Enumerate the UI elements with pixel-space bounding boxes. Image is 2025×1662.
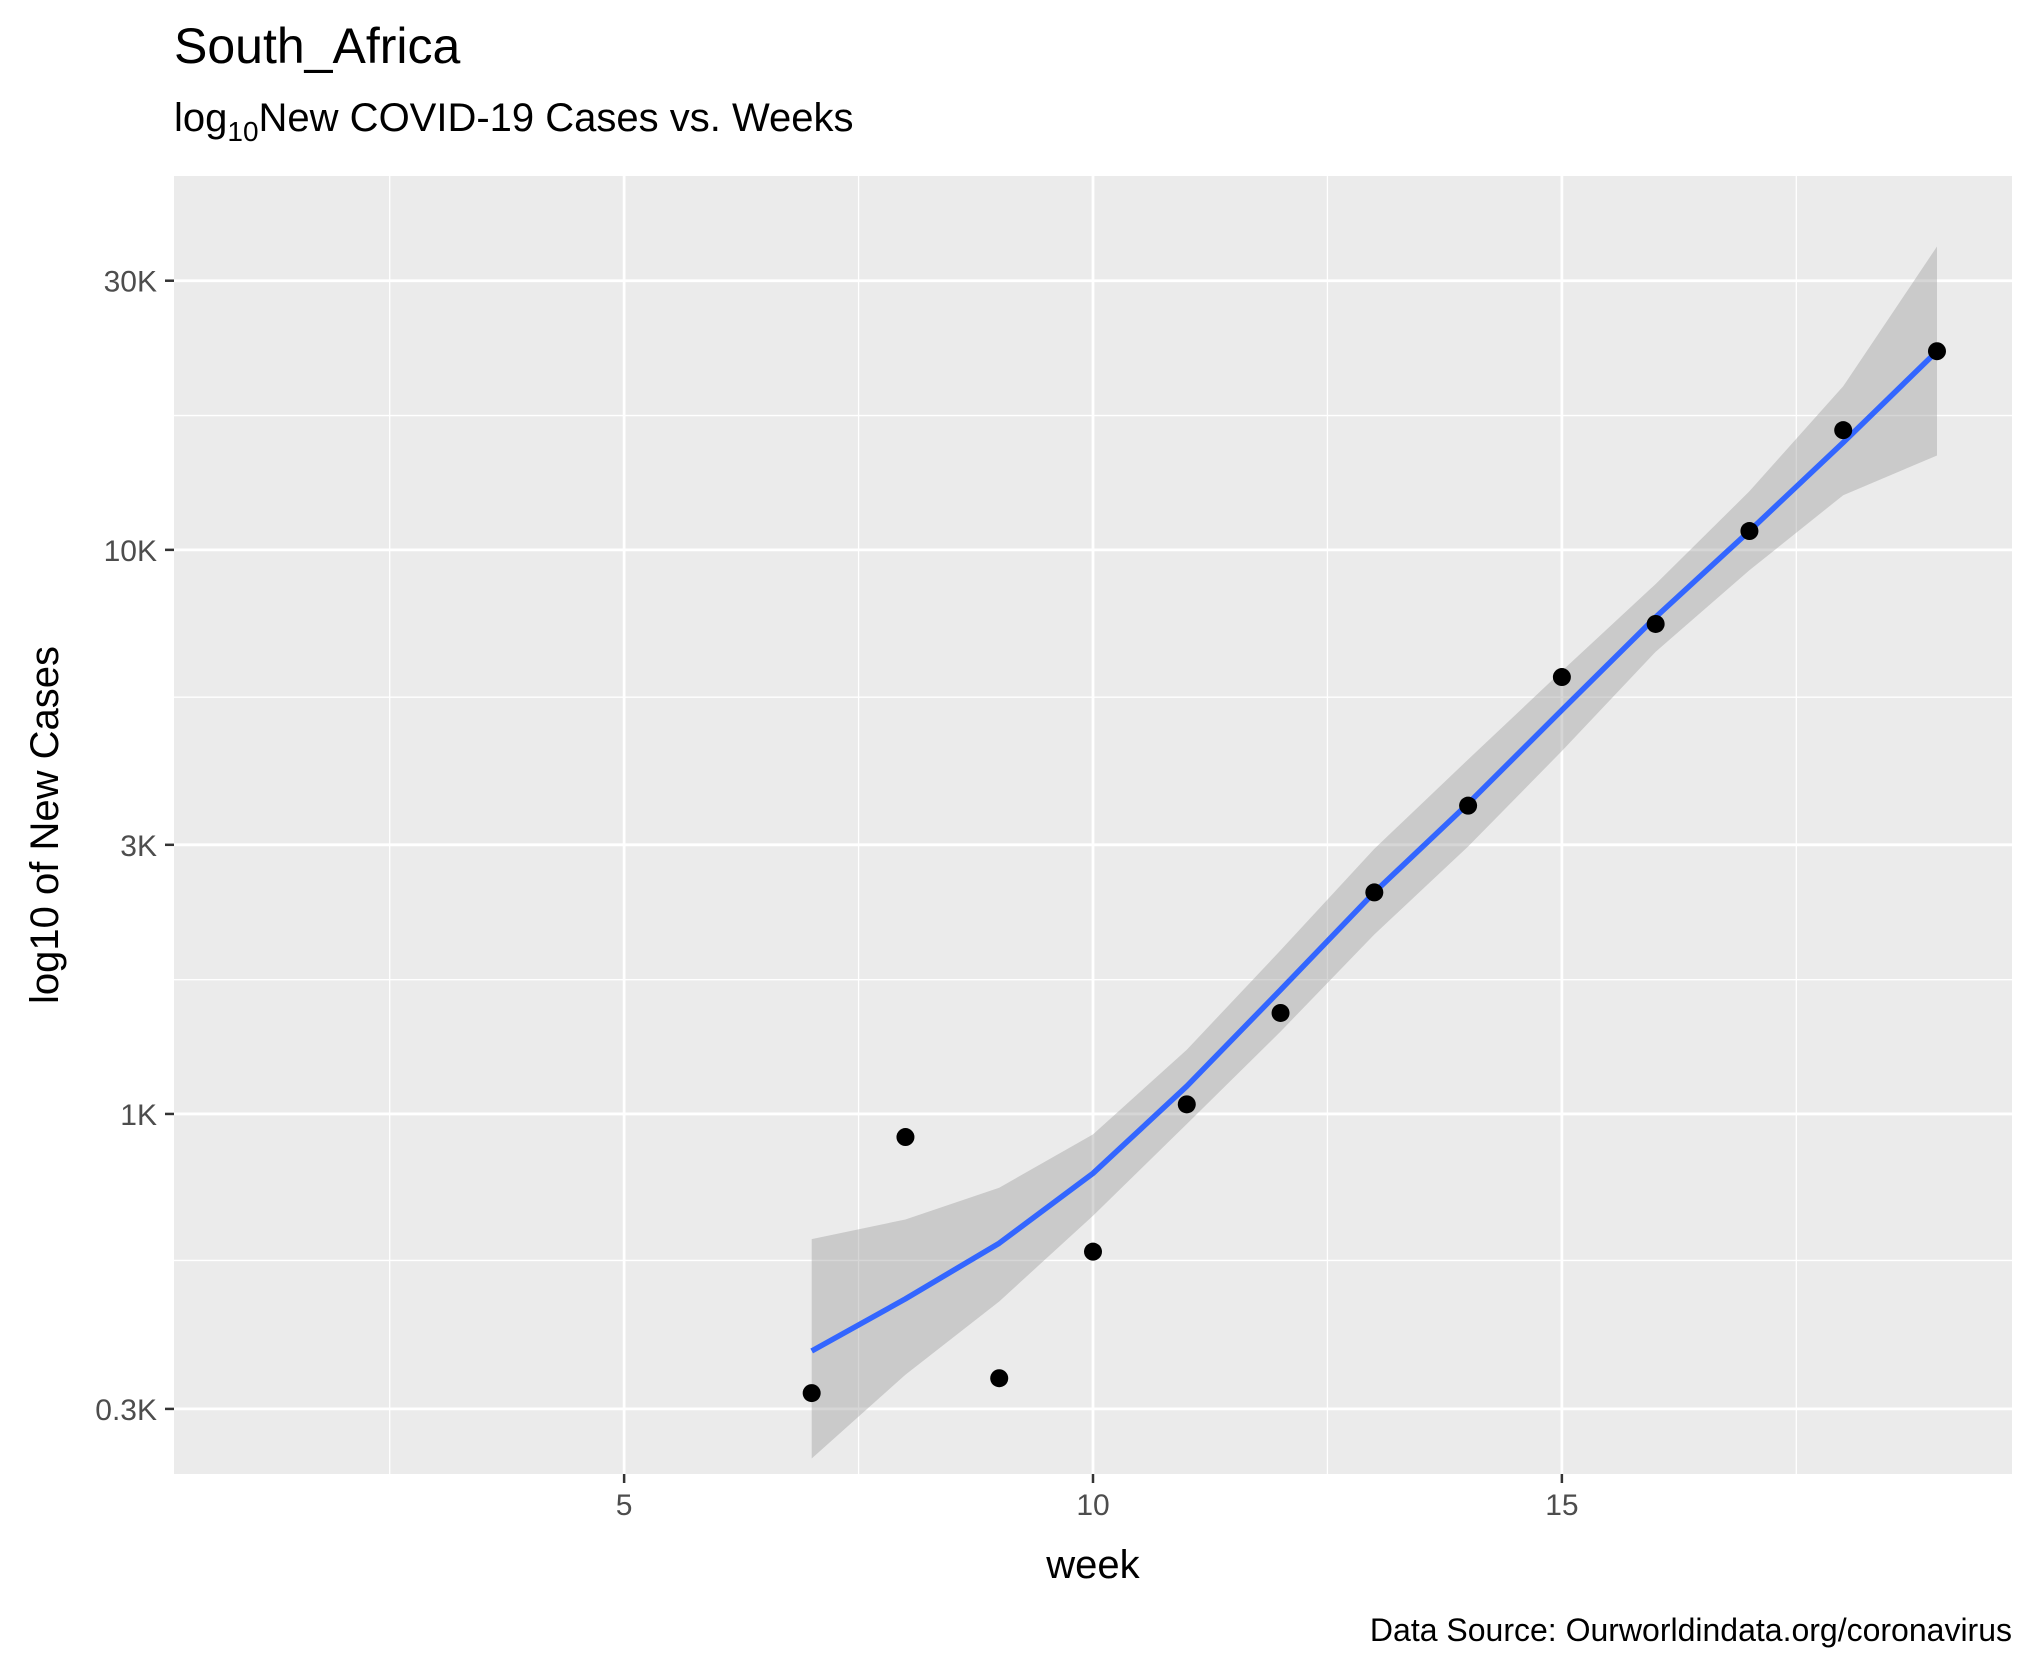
data-point xyxy=(802,1384,821,1403)
data-point xyxy=(990,1369,1009,1388)
chart-caption: Data Source: Ourworldindata.org/coronavi… xyxy=(1370,1612,2012,1648)
chart-title: South_Africa xyxy=(174,18,460,74)
x-tick-label: 5 xyxy=(616,1489,633,1522)
y-tick-label: 10K xyxy=(104,535,157,568)
x-tick-label: 10 xyxy=(1076,1489,1109,1522)
data-point xyxy=(1177,1095,1196,1114)
data-point xyxy=(1271,1003,1290,1022)
subtitle-rest: New COVID-19 Cases vs. Weeks xyxy=(259,96,854,140)
x-axis-title: week xyxy=(1045,1543,1140,1587)
data-point xyxy=(1834,421,1853,440)
data-point xyxy=(1459,796,1478,815)
data-point xyxy=(1927,342,1946,361)
chart-subtitle: log10New COVID-19 Cases vs. Weeks xyxy=(174,96,854,147)
y-axis-title: log10 of New Cases xyxy=(23,646,67,1004)
data-point xyxy=(1552,668,1571,687)
data-point xyxy=(1646,614,1665,633)
confidence-band xyxy=(811,246,1938,1459)
y-tick-label: 3K xyxy=(120,830,157,863)
data-point xyxy=(1740,522,1759,541)
confidence-band-layer xyxy=(811,246,1938,1459)
subtitle-log-prefix: log xyxy=(174,96,227,140)
subtitle-subscript: 10 xyxy=(227,116,258,147)
y-tick-label: 1K xyxy=(120,1099,157,1132)
x-tick-label: 15 xyxy=(1545,1489,1578,1522)
data-point xyxy=(1084,1242,1102,1261)
data-point xyxy=(896,1128,915,1147)
y-tick-label: 0.3K xyxy=(95,1394,157,1427)
grid-layer xyxy=(174,176,2012,1474)
data-points-layer xyxy=(802,342,1946,1403)
axis-layer: 0.3K 1K 3K 10K 30K 5 10 15 xyxy=(95,266,1578,1522)
y-tick-label: 30K xyxy=(104,266,157,299)
data-point xyxy=(1365,883,1384,902)
